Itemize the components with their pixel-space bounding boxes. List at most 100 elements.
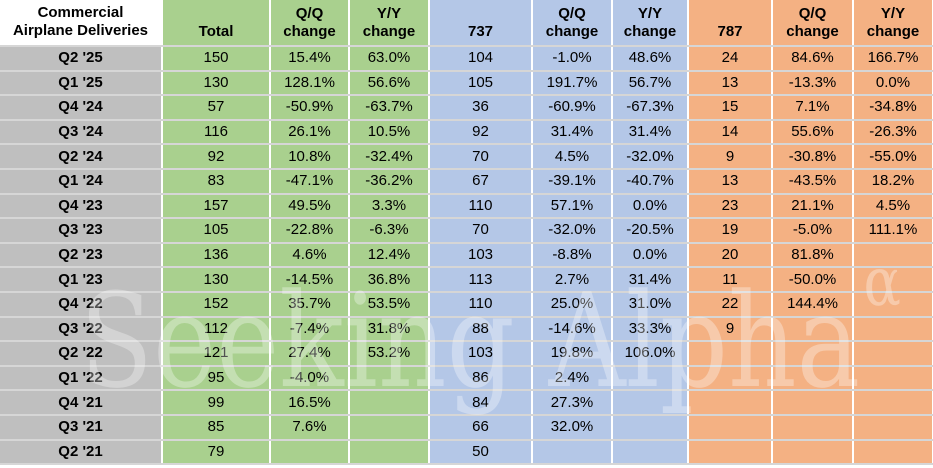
787-yy-cell: 166.7% — [853, 46, 933, 72]
737-cell: 36 — [429, 95, 533, 121]
787-cell: 19 — [688, 218, 773, 244]
787-cell — [688, 414, 773, 441]
737-yy-cell: 33.3% — [612, 316, 689, 343]
737-yy-cell: 56.7% — [612, 70, 689, 97]
table-row: Q3 '24 116 26.1% 10.5% 92 31.4% 31.4% 14 55.6% -2… — [0, 119, 933, 146]
total-qq-cell: 35.7% — [270, 291, 350, 318]
table-row: Q4 '22 152 35.7% 53.5% 110 25.0% 31.0% 22 144.4% — [0, 291, 933, 318]
737-qq-cell: -14.6% — [532, 316, 613, 343]
total-cell: 121 — [162, 341, 271, 367]
total-cell: 152 — [162, 291, 271, 318]
787-cell — [688, 341, 773, 367]
787-cell: 9 — [688, 316, 773, 343]
table-row: Q2 '25 150 15.4% 63.0% 104 -1.0% 48.6% 24 84.6% 1… — [0, 46, 933, 72]
header-787-yy-change: Y/Y change — [853, 0, 933, 47]
header-737: 737 — [429, 0, 533, 47]
quarter-cell: Q3 '23 — [0, 218, 163, 244]
737-cell: 103 — [429, 242, 533, 269]
quarter-cell: Q1 '22 — [0, 365, 163, 392]
787-qq-cell: 7.1% — [772, 95, 854, 121]
787-cell: 23 — [688, 193, 773, 220]
737-yy-cell: 0.0% — [612, 193, 689, 220]
header-title-line1: Commercial — [37, 3, 124, 21]
737-qq-cell: 191.7% — [532, 70, 613, 97]
total-qq-cell: 26.1% — [270, 119, 350, 146]
quarter-cell: Q2 '23 — [0, 242, 163, 269]
total-cell: 150 — [162, 46, 271, 72]
737-cell: 86 — [429, 365, 533, 392]
787-cell: 15 — [688, 95, 773, 121]
header-737-qq-change: Q/Q change — [532, 0, 613, 47]
737-qq-cell — [532, 439, 613, 466]
737-yy-cell: 48.6% — [612, 46, 689, 72]
737-qq-cell: 2.4% — [532, 365, 613, 392]
737-qq-cell: -60.9% — [532, 95, 613, 121]
787-qq-cell — [772, 365, 854, 392]
quarter-cell: Q4 '22 — [0, 291, 163, 318]
total-yy-cell: 3.3% — [349, 193, 430, 220]
total-cell: 130 — [162, 267, 271, 293]
table-row: Q3 '22 112 -7.4% 31.8% 88 -14.6% 33.3% 9 — [0, 316, 933, 343]
787-cell — [688, 390, 773, 416]
787-cell: 20 — [688, 242, 773, 269]
737-qq-cell: 57.1% — [532, 193, 613, 220]
table-row: Q3 '21 85 7.6% 66 32.0% — [0, 414, 933, 441]
table-row: Q2 '22 121 27.4% 53.2% 103 19.8% 106.0% — [0, 341, 933, 367]
787-cell: 24 — [688, 46, 773, 72]
total-yy-cell — [349, 390, 430, 416]
total-cell: 83 — [162, 168, 271, 195]
787-yy-cell: 4.5% — [853, 193, 933, 220]
787-qq-cell: -13.3% — [772, 70, 854, 97]
quarter-cell: Q3 '21 — [0, 414, 163, 441]
737-yy-cell: 31.4% — [612, 267, 689, 293]
787-cell — [688, 439, 773, 466]
737-cell: 110 — [429, 193, 533, 220]
total-yy-cell: 53.5% — [349, 291, 430, 318]
737-qq-cell: -39.1% — [532, 168, 613, 195]
737-yy-cell: -20.5% — [612, 218, 689, 244]
737-yy-cell — [612, 414, 689, 441]
table-row: Q2 '24 92 10.8% -32.4% 70 4.5% -32.0% 9 -30.8% -5… — [0, 144, 933, 170]
737-yy-cell: 106.0% — [612, 341, 689, 367]
total-qq-cell: 128.1% — [270, 70, 350, 97]
total-yy-cell — [349, 439, 430, 466]
787-yy-cell — [853, 316, 933, 343]
total-cell: 99 — [162, 390, 271, 416]
787-yy-cell — [853, 267, 933, 293]
quarter-cell: Q4 '23 — [0, 193, 163, 220]
total-cell: 85 — [162, 414, 271, 441]
total-qq-cell: -7.4% — [270, 316, 350, 343]
737-yy-cell — [612, 439, 689, 466]
total-yy-cell: 12.4% — [349, 242, 430, 269]
total-yy-cell: -63.7% — [349, 95, 430, 121]
737-yy-cell: -40.7% — [612, 168, 689, 195]
737-yy-cell: -67.3% — [612, 95, 689, 121]
787-qq-cell: 81.8% — [772, 242, 854, 269]
737-cell: 84 — [429, 390, 533, 416]
787-yy-cell — [853, 390, 933, 416]
787-yy-cell: 0.0% — [853, 70, 933, 97]
total-cell: 136 — [162, 242, 271, 269]
787-qq-cell: -43.5% — [772, 168, 854, 195]
total-yy-cell: 53.2% — [349, 341, 430, 367]
787-yy-cell — [853, 291, 933, 318]
787-yy-cell — [853, 365, 933, 392]
737-cell: 103 — [429, 341, 533, 367]
total-yy-cell: -32.4% — [349, 144, 430, 170]
total-qq-cell: -50.9% — [270, 95, 350, 121]
total-qq-cell: 49.5% — [270, 193, 350, 220]
table-row: Q1 '24 83 -47.1% -36.2% 67 -39.1% -40.7% 13 -43.… — [0, 168, 933, 195]
table-row: Q2 '21 79 50 — [0, 439, 933, 466]
787-qq-cell: 144.4% — [772, 291, 854, 318]
table-row: Q2 '23 136 4.6% 12.4% 103 -8.8% 0.0% 20 81.8% — [0, 242, 933, 269]
787-cell: 22 — [688, 291, 773, 318]
total-yy-cell: 63.0% — [349, 46, 430, 72]
total-qq-cell: -4.0% — [270, 365, 350, 392]
787-qq-cell: 84.6% — [772, 46, 854, 72]
737-cell: 110 — [429, 291, 533, 318]
total-cell: 92 — [162, 144, 271, 170]
quarter-cell: Q2 '25 — [0, 46, 163, 72]
787-cell: 11 — [688, 267, 773, 293]
787-qq-cell: 21.1% — [772, 193, 854, 220]
